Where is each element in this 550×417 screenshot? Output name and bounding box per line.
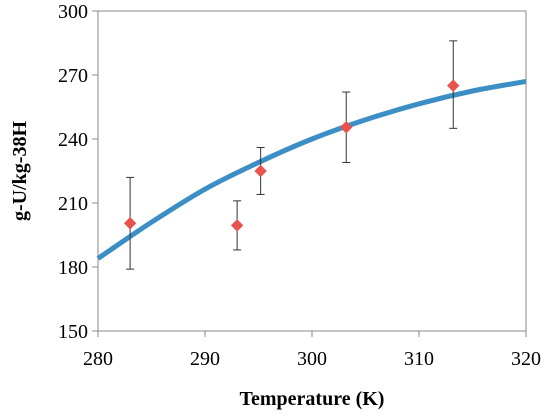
fit-curve bbox=[96, 78, 527, 261]
x-tick-label: 300 bbox=[297, 348, 327, 370]
data-points-layer bbox=[123, 79, 460, 232]
x-tick-label: 320 bbox=[511, 348, 541, 370]
x-tick-label: 280 bbox=[83, 348, 113, 370]
plot-frame bbox=[97, 10, 527, 332]
data-point bbox=[340, 121, 353, 134]
x-axis-label: Temperature (K) bbox=[240, 388, 385, 410]
axis-ticks: 150 180 210 240 270 300 280 290 300 310 320 bbox=[58, 1, 541, 370]
data-point bbox=[123, 217, 137, 230]
y-tick-label: 150 bbox=[58, 321, 88, 343]
y-axis-label: g-U/kg-38H bbox=[9, 121, 31, 221]
x-tick-label: 310 bbox=[404, 348, 434, 370]
fit-curve-layer bbox=[96, 78, 527, 261]
error-bars-layer bbox=[126, 40, 458, 270]
data-point bbox=[230, 219, 244, 232]
y-tick-label: 300 bbox=[58, 1, 88, 23]
y-tick-label: 270 bbox=[58, 65, 88, 87]
data-point bbox=[447, 79, 460, 92]
plot-border bbox=[97, 10, 527, 332]
data-point bbox=[254, 164, 267, 178]
y-tick-label: 240 bbox=[58, 129, 88, 151]
y-tick-label: 180 bbox=[58, 257, 88, 279]
y-tick-label: 210 bbox=[58, 193, 88, 215]
x-tick-label: 290 bbox=[190, 348, 220, 370]
